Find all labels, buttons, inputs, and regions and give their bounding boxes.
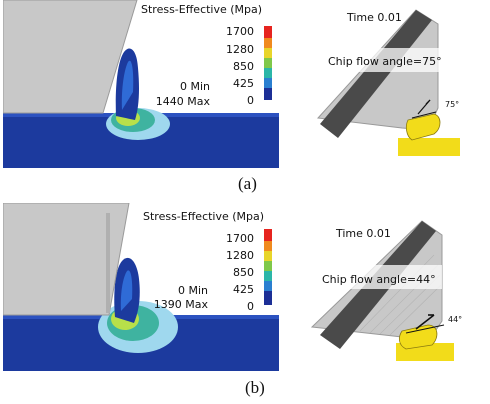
chip-flow-diagram-b bbox=[310, 203, 480, 368]
stress-simulation-b bbox=[3, 203, 279, 371]
max-label-b: 1390 Max bbox=[153, 298, 208, 311]
base-block-a bbox=[398, 138, 460, 156]
scale-label-a-850: 850 bbox=[233, 60, 254, 73]
min-label-a: 0 Min bbox=[179, 80, 210, 93]
scale-label-a-1280: 1280 bbox=[226, 43, 254, 56]
time-label-b: Time 0.01 bbox=[336, 227, 391, 240]
max-label-a: 1440 Max bbox=[155, 95, 210, 108]
scale-label-a-425: 425 bbox=[233, 77, 254, 90]
scale-label-a-1700: 1700 bbox=[226, 25, 254, 38]
chip-flow-diagram-a bbox=[310, 0, 480, 165]
legend-title-b: Stress-Effective (Mpa) bbox=[143, 210, 265, 223]
scale-label-b-1280: 1280 bbox=[226, 249, 254, 262]
time-label-a: Time 0.01 bbox=[347, 11, 402, 24]
stress-simulation-a bbox=[3, 0, 279, 168]
caption-a: (a) bbox=[238, 174, 257, 193]
angle-label-a: 75° bbox=[445, 100, 460, 109]
dark-band-a bbox=[320, 10, 432, 138]
scale-label-b-1700: 1700 bbox=[226, 232, 254, 245]
scale-label-a-0: 0 bbox=[247, 94, 254, 107]
scale-label-b-425: 425 bbox=[233, 283, 254, 296]
min-label-b: 0 Min bbox=[177, 284, 208, 297]
caption-b: (b) bbox=[245, 378, 265, 397]
tool-a bbox=[3, 0, 138, 114]
chip-shape-b bbox=[398, 324, 438, 350]
tool-b bbox=[3, 203, 130, 316]
legend-title-a: Stress-Effective (Mpa) bbox=[141, 3, 263, 16]
chip-flow-label-b: Chip flow angle=44° bbox=[322, 273, 436, 286]
angle-label-b: 44° bbox=[448, 315, 463, 324]
chip-shape-a bbox=[405, 113, 441, 141]
scale-label-b-0: 0 bbox=[247, 300, 254, 313]
chip-flow-label-a: Chip flow angle=75° bbox=[328, 55, 442, 68]
figure-a: Stress-Effective (Mpa) 1700 1280 850 425… bbox=[0, 0, 490, 200]
scale-label-b-850: 850 bbox=[233, 266, 254, 279]
figure-b: Stress-Effective (Mpa) 1700 1280 850 425… bbox=[0, 203, 490, 404]
